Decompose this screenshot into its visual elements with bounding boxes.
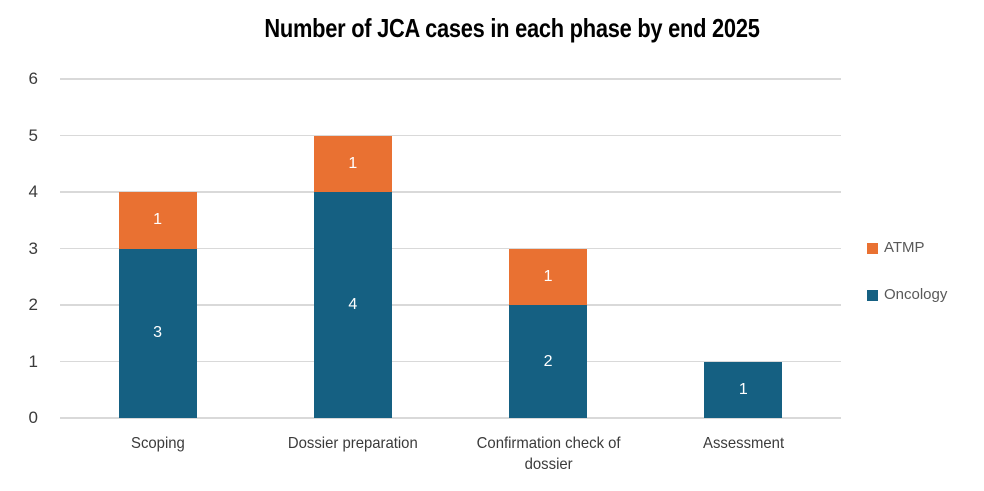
y-tick-label-2: 2 <box>28 295 38 314</box>
segment-oncology-scoping: 3 <box>118 248 197 418</box>
gridline-y5 <box>60 134 841 137</box>
gridline-y1 <box>60 360 841 363</box>
data-label-atmp: 1 <box>153 211 163 229</box>
y-tick-label-0: 0 <box>28 408 38 427</box>
legend-label: Oncology <box>884 286 948 303</box>
chart-title: Number of JCA cases in each phase by end… <box>264 13 760 43</box>
data-label-oncology: 1 <box>738 380 748 398</box>
legend-item-oncology: Oncology <box>867 287 947 303</box>
bar-assessment: 1 <box>704 79 783 418</box>
x-tick-label-scoping: Scoping <box>130 435 185 452</box>
x-tick-label-assessment: Assessment <box>702 435 784 452</box>
y-axis: 0 1 2 3 4 5 6 <box>0 70 46 427</box>
y-tick-label-3: 3 <box>28 238 38 258</box>
y-tick-label-4: 4 <box>28 182 38 201</box>
data-label-atmp: 1 <box>543 267 553 285</box>
segment-atmp-dossier-preparation: 1 <box>313 135 392 192</box>
x-tick-label-confirmation-check-of-dossier: Confirmation check of dossier <box>476 435 621 473</box>
y-tick-label-6: 6 <box>28 69 38 88</box>
y-tick-label-1: 1 <box>28 351 38 371</box>
gridline-y3 <box>60 247 841 250</box>
gridline-y4 <box>60 191 841 193</box>
segment-oncology-dossier-preparation: 4 <box>313 192 392 418</box>
data-label-oncology: 3 <box>153 324 163 342</box>
data-label-oncology: 2 <box>543 352 553 370</box>
legend-item-atmp: ATMP <box>867 240 947 256</box>
segment-atmp-scoping: 1 <box>118 192 197 249</box>
x-tick-label-dossier-preparation: Dossier preparation <box>287 435 418 452</box>
segment-atmp-confirmation-check-of-dossier: 1 <box>509 248 588 305</box>
legend-label: ATMP <box>884 239 925 256</box>
segment-oncology-assessment: 1 <box>704 361 783 418</box>
gridline-y2 <box>60 304 841 306</box>
x-axis: Scoping Dossier preparation Confirmation c… <box>60 433 841 475</box>
data-label-atmp: 1 <box>348 154 358 172</box>
data-label-oncology: 4 <box>348 296 358 313</box>
segment-oncology-confirmation-check-of-dossier: 2 <box>509 305 588 418</box>
legend: ATMP Oncology <box>867 240 947 334</box>
y-tick-label-5: 5 <box>28 125 38 145</box>
legend-marker-icon <box>867 289 878 301</box>
gridline-y0 <box>60 417 841 419</box>
gridline-y6 <box>60 78 841 80</box>
legend-marker-icon <box>867 242 878 254</box>
